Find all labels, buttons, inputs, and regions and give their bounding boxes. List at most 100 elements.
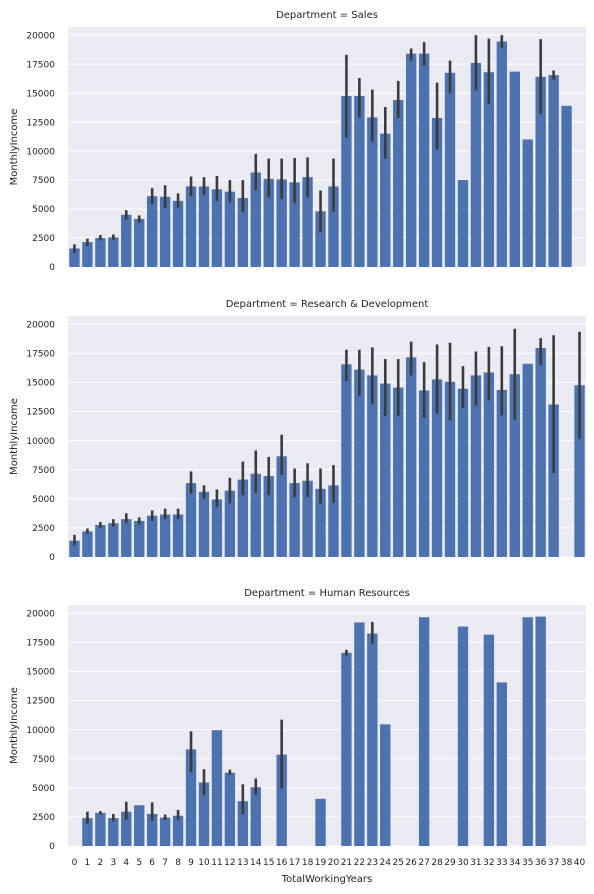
bar — [457, 388, 469, 557]
bar — [496, 682, 508, 846]
x-tick-label: 21 — [341, 858, 352, 868]
bar — [82, 818, 93, 846]
bar — [276, 456, 287, 557]
bar — [302, 480, 313, 557]
x-tick-label: 27 — [418, 858, 429, 868]
x-tick-label: 19 — [315, 858, 327, 868]
bar — [185, 749, 197, 846]
x-tick-label: 12 — [224, 858, 235, 868]
x-tick-label: 32 — [483, 858, 494, 868]
bar — [354, 369, 365, 557]
x-tick-label: 11 — [211, 858, 222, 868]
x-tick-label: 6 — [149, 858, 155, 868]
bar — [431, 379, 443, 557]
bar — [185, 483, 197, 557]
bar — [457, 180, 469, 267]
bar — [211, 499, 223, 557]
x-tick-label: 9 — [188, 858, 194, 868]
bar — [121, 811, 132, 846]
bar — [509, 374, 520, 557]
bar — [237, 479, 249, 557]
bar — [289, 483, 300, 557]
x-axis-label: TotalWorkingYears — [281, 874, 373, 885]
y-tick-label: 15000 — [26, 379, 55, 389]
x-tick-label: 14 — [250, 858, 262, 868]
bar — [444, 381, 456, 557]
bar — [95, 812, 106, 846]
y-tick-label: 0 — [49, 842, 55, 852]
x-tick-label: 24 — [380, 858, 392, 868]
bar — [522, 617, 533, 846]
panel-title: Department = Sales — [276, 10, 378, 21]
x-tick-label: 18 — [302, 858, 314, 868]
bar — [276, 754, 287, 846]
y-tick-label: 17500 — [26, 349, 55, 359]
bar — [250, 787, 261, 846]
bar — [198, 186, 210, 267]
bar — [159, 514, 171, 557]
bar — [250, 473, 261, 557]
bar — [224, 490, 236, 557]
bar — [159, 196, 171, 267]
y-tick-label: 20000 — [26, 31, 55, 41]
x-tick-label: 36 — [535, 858, 547, 868]
y-tick-label: 0 — [49, 553, 55, 563]
bar — [496, 389, 508, 557]
bar — [134, 520, 145, 557]
y-axis-label: MonthlyIncome — [9, 687, 20, 764]
bar — [341, 652, 352, 846]
y-tick-label: 10000 — [26, 726, 55, 736]
y-tick-label: 5000 — [32, 205, 55, 215]
x-tick-label: 23 — [367, 858, 378, 868]
bar — [548, 75, 559, 268]
panel-background — [68, 27, 586, 267]
bar — [237, 198, 249, 267]
bar — [367, 117, 378, 267]
bar — [509, 71, 520, 267]
bar — [95, 524, 106, 557]
panel-title: Department = Human Resources — [244, 588, 410, 599]
bar — [302, 177, 313, 267]
y-tick-label: 0 — [49, 263, 55, 273]
y-tick-label: 7500 — [32, 466, 55, 476]
bar — [108, 818, 119, 846]
y-tick-label: 12500 — [26, 408, 55, 418]
x-tick-label: 5 — [136, 858, 142, 868]
panel-background — [68, 316, 586, 557]
bar — [418, 390, 430, 557]
bar — [224, 772, 236, 846]
bar — [159, 817, 171, 846]
y-tick-label: 12500 — [26, 697, 55, 707]
y-axis-label: MonthlyIncome — [9, 109, 20, 186]
bar — [198, 491, 210, 557]
y-tick-label: 5000 — [32, 495, 55, 505]
bar — [224, 191, 236, 267]
bar — [315, 488, 326, 557]
bar — [121, 214, 132, 267]
y-tick-label: 15000 — [26, 668, 55, 678]
y-tick-label: 2500 — [32, 524, 55, 534]
y-tick-label: 15000 — [26, 89, 55, 99]
bar — [380, 133, 391, 267]
bar — [108, 237, 119, 267]
y-tick-label: 5000 — [32, 784, 55, 794]
bar — [315, 798, 326, 846]
bar — [146, 196, 158, 267]
x-tick-label: 3 — [110, 858, 116, 868]
bar — [367, 633, 378, 846]
y-tick-label: 10000 — [26, 147, 55, 157]
x-tick-label: 37 — [548, 858, 559, 868]
bar — [82, 242, 93, 267]
y-tick-label: 17500 — [26, 60, 55, 70]
bar — [470, 62, 482, 267]
x-tick-label: 31 — [470, 858, 481, 868]
x-tick-label: 34 — [509, 858, 521, 868]
y-tick-label: 12500 — [26, 118, 55, 128]
x-tick-label: 28 — [431, 858, 443, 868]
bar — [405, 53, 417, 267]
bar — [548, 404, 559, 557]
x-tick-label: 38 — [561, 858, 573, 868]
bar — [535, 348, 546, 557]
x-tick-label: 8 — [175, 858, 181, 868]
